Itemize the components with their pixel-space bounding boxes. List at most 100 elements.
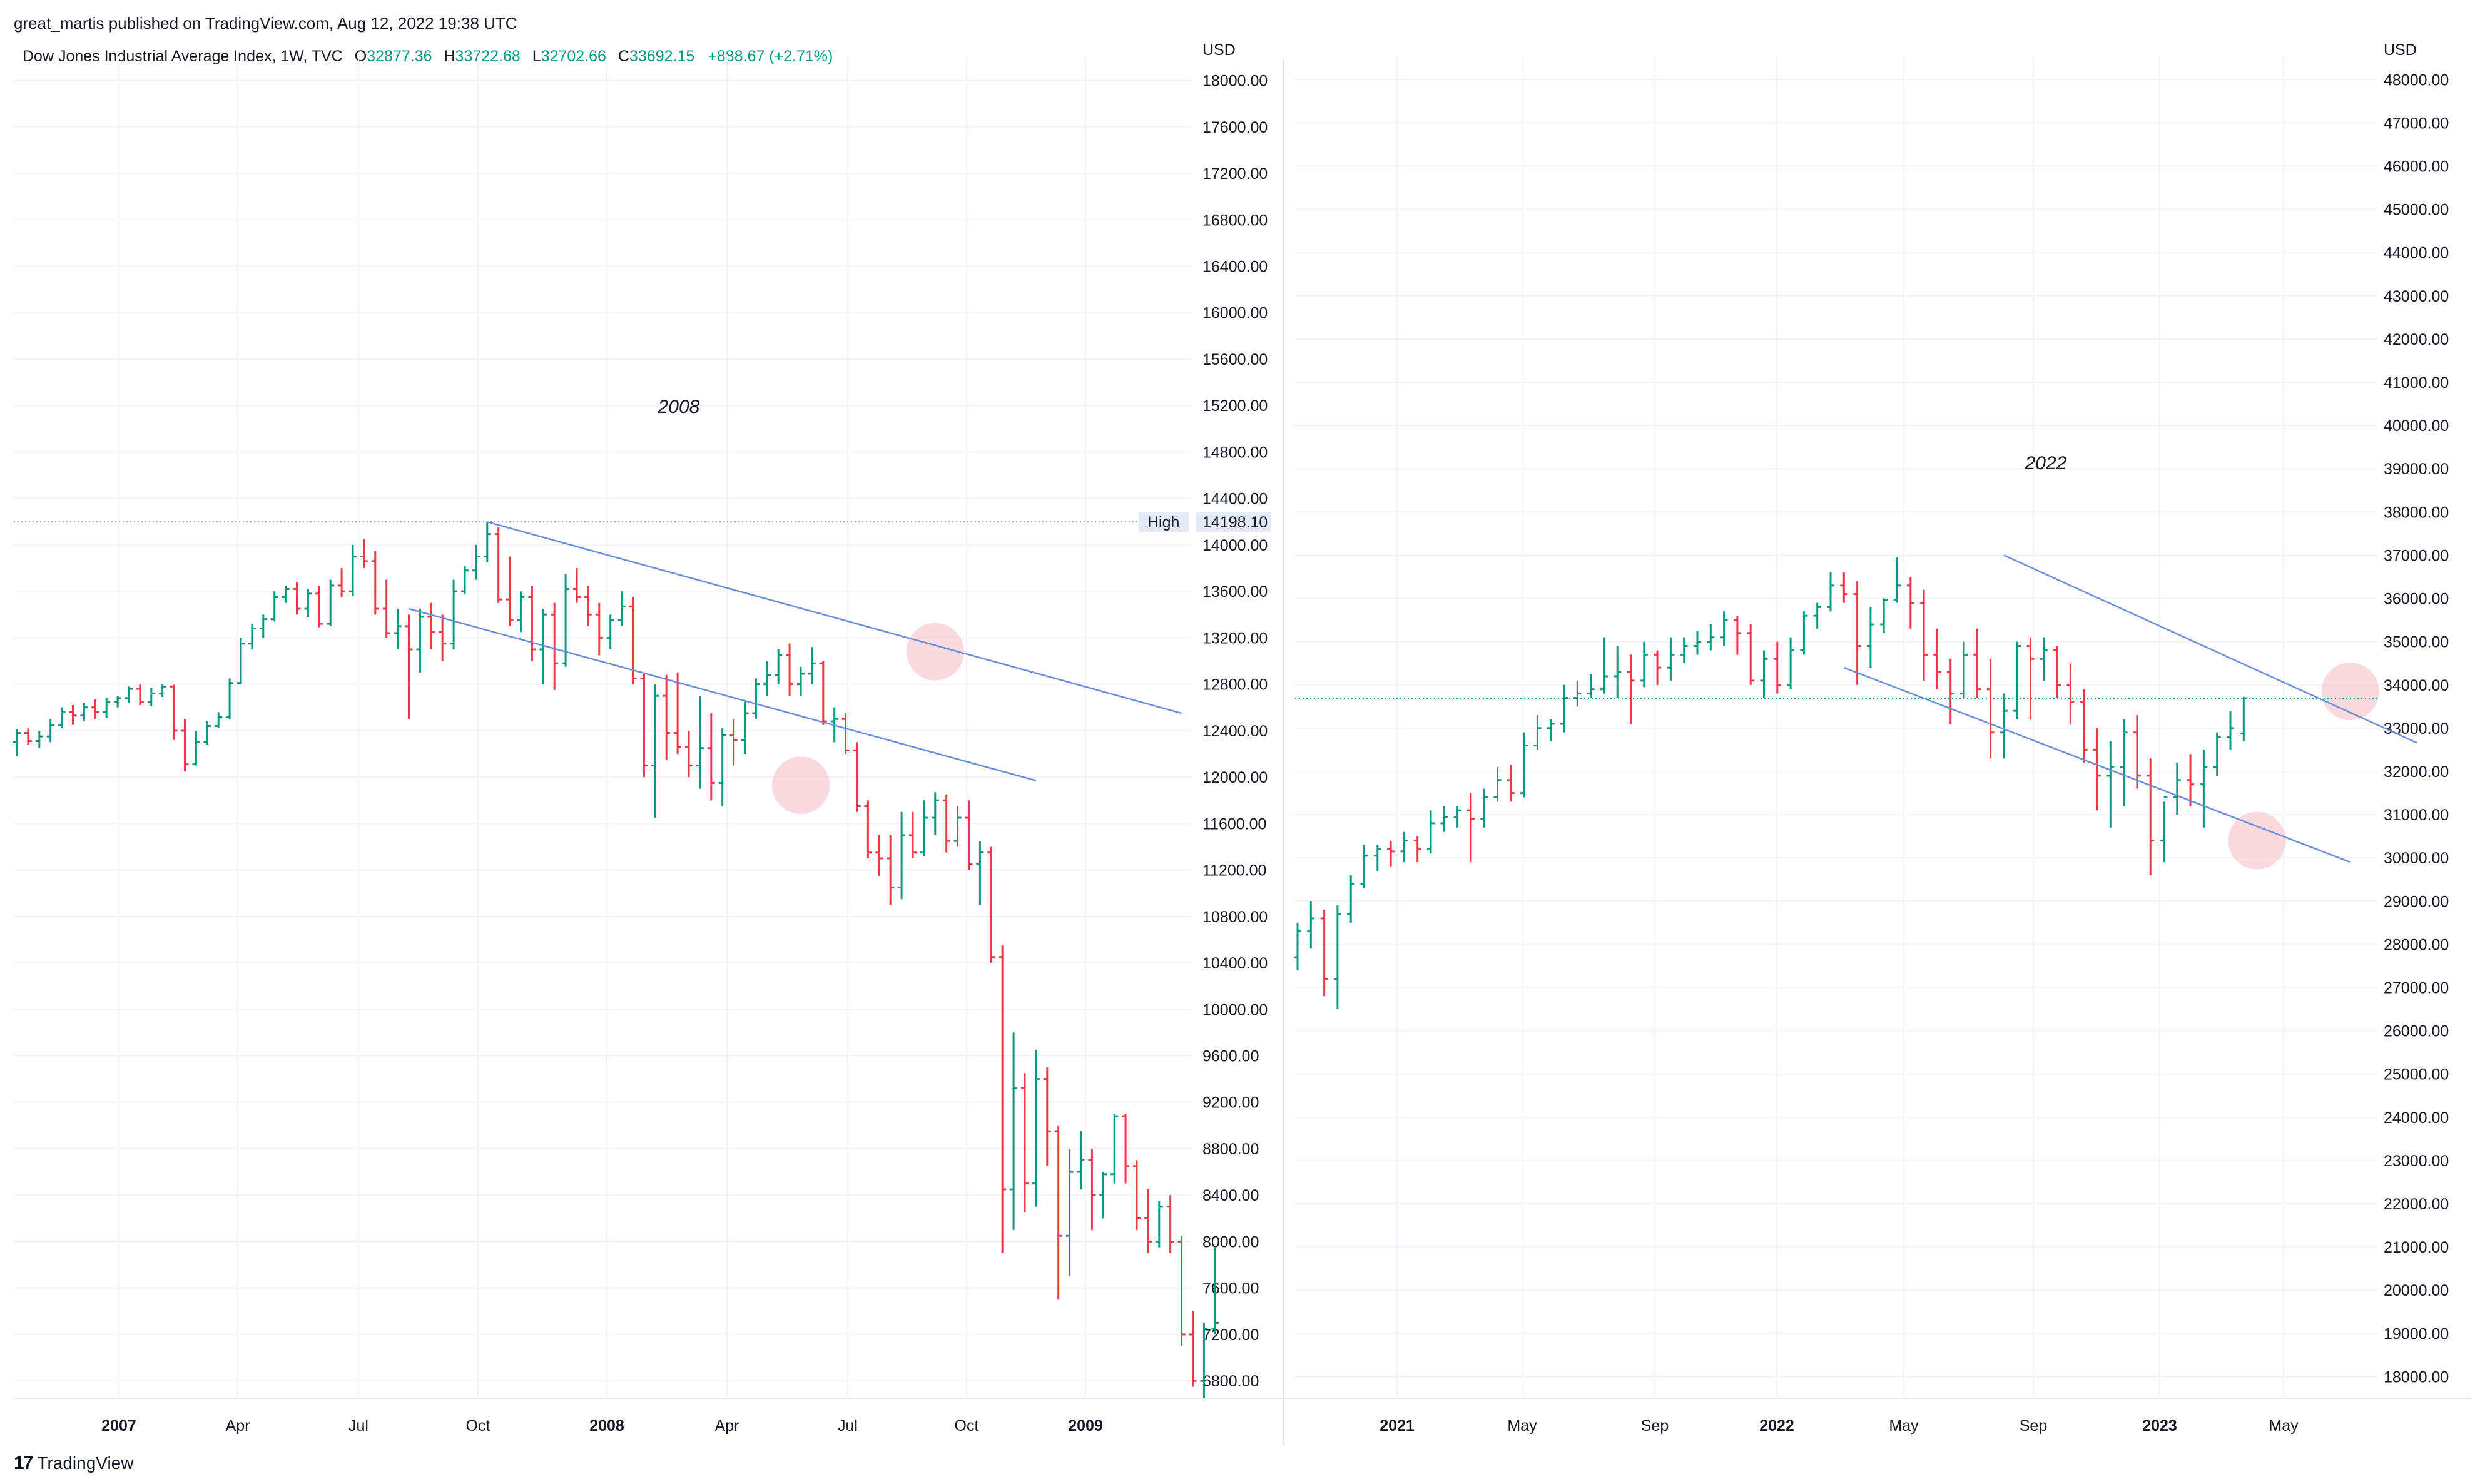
ohlc-bar	[1920, 589, 1928, 681]
ohlc-bar	[2053, 646, 2061, 698]
y-tick-label: 13200.00	[1202, 629, 1268, 647]
ohlc-bar	[2200, 750, 2208, 828]
ohlc-bar	[226, 678, 234, 719]
ohlc-bar	[1694, 631, 1701, 655]
ohlc-bar	[1773, 641, 1781, 694]
ohlc-bar	[1200, 1323, 1208, 1398]
ohlc-bar	[864, 800, 872, 859]
ohlc-bar	[1211, 1247, 1219, 1334]
ohlc-bar	[1986, 659, 1995, 759]
y-tick-label: 38000.00	[2384, 504, 2449, 521]
ohlc-bar	[349, 544, 357, 596]
ohlc-bar	[606, 614, 614, 649]
ohlc-bar	[1587, 674, 1595, 698]
ohlc-bar	[965, 800, 973, 870]
ohlc-bar	[1122, 1114, 1130, 1184]
ohlc-bar	[2173, 763, 2181, 815]
x-tick-label: Oct	[466, 1417, 490, 1435]
y-tick-label: 24000.00	[2384, 1109, 2449, 1127]
annotation-label: 2022	[2025, 453, 2067, 474]
ohlc-bar	[483, 522, 491, 562]
ohlc-bar	[439, 614, 447, 661]
close-label: C	[617, 48, 629, 65]
ohlc-bar	[1787, 637, 1795, 689]
x-tick-label: Sep	[2020, 1417, 2047, 1435]
y-tick-label: 11200.00	[1202, 862, 1266, 880]
ohlc-bar	[573, 568, 581, 603]
ohlc-bar	[999, 945, 1007, 1254]
ohlc-bar	[1733, 616, 1741, 655]
ohlc-bar	[315, 585, 323, 628]
ohlc-bar	[1440, 806, 1448, 832]
ohlc-bar	[987, 846, 995, 963]
ohlc-bar	[1893, 557, 1901, 603]
y-tick-label: 6800.00	[1202, 1373, 1259, 1390]
ohlc-bar	[494, 527, 502, 603]
high-label: High	[1147, 514, 1179, 531]
y-tick-label: 28000.00	[2384, 936, 2449, 953]
x-tick-label: May	[2269, 1417, 2299, 1435]
ohlc-bar	[1866, 607, 1874, 668]
ohlc-bar	[1627, 654, 1635, 724]
ohlc-bar	[1827, 572, 1834, 612]
ohlc-bar	[1166, 1195, 1174, 1254]
ohlc-bar	[595, 602, 603, 656]
y-tick-label: 45000.00	[2384, 201, 2449, 219]
ohlc-bar	[1493, 767, 1502, 802]
ohlc-bar	[663, 674, 671, 760]
ohlc-bar	[2080, 689, 2088, 763]
ohlc-bar	[1640, 641, 1648, 688]
y-tick-label: 42000.00	[2384, 331, 2449, 348]
ohlc-bar	[1747, 624, 1755, 685]
ohlc-bar	[2013, 641, 2021, 720]
y-tick-label: 23000.00	[2384, 1152, 2449, 1170]
change-value: +888.67 (+2.71%)	[708, 48, 833, 65]
y-tick-label: 17200.00	[1202, 165, 1268, 183]
ohlc-bar	[1654, 650, 1662, 685]
ohlc-bar	[685, 730, 693, 778]
y-tick-label: 14400.00	[1202, 490, 1268, 508]
y-tick-label: 9200.00	[1202, 1094, 1259, 1112]
y-tick-label: 22000.00	[2384, 1196, 2449, 1213]
y-tick-label: 17600.00	[1202, 119, 1268, 136]
ohlc-bar	[551, 602, 559, 690]
y-tick-label: 48000.00	[2384, 71, 2449, 89]
ohlc-bar	[1667, 637, 1675, 681]
x-tick-label: 2008	[589, 1417, 624, 1435]
ohlc-bar	[1960, 641, 1968, 698]
highlight-circle	[2321, 663, 2379, 721]
ohlc-bar	[1177, 1236, 1186, 1346]
ohlc-bar	[1054, 1125, 1062, 1300]
ohlc-bar	[909, 811, 917, 859]
ohlc-bar	[1110, 1114, 1119, 1184]
ohlc-bar	[1077, 1131, 1085, 1189]
ohlc-bar	[1099, 1172, 1107, 1219]
ohlc-bar	[920, 800, 928, 856]
ohlc-bar	[1065, 1148, 1074, 1277]
ohlc-bar	[1906, 576, 1914, 629]
ohlc-bar	[506, 556, 514, 626]
ohlc-bar	[2093, 728, 2101, 811]
ohlc-bar	[2066, 663, 2075, 724]
ohlc-bar	[841, 713, 850, 754]
ohlc-bar	[1333, 905, 1341, 1010]
trend-line-lower	[1843, 666, 2351, 863]
ohlc-bar	[270, 591, 278, 622]
ohlc-bar	[304, 589, 312, 617]
ohlc-bar	[461, 566, 469, 594]
ohlc-bar	[69, 705, 77, 725]
y-tick-label: 32000.00	[2384, 763, 2449, 781]
y-tick-label: 21000.00	[2384, 1239, 2449, 1256]
y-tick-label: 9600.00	[1202, 1048, 1259, 1065]
ohlc-bar	[942, 794, 950, 853]
ohlc-bar	[248, 624, 256, 649]
tradingview-logo-mark: 17	[14, 1453, 33, 1473]
ohlc-bar	[741, 701, 749, 754]
ohlc-bar	[2187, 754, 2195, 806]
tradingview-logo[interactable]: 17 TradingView	[14, 1453, 133, 1474]
ohlc-bar	[181, 719, 189, 771]
ohlc-bar	[427, 602, 435, 649]
ohlc-bar	[696, 696, 704, 789]
y-tick-label: 8800.00	[1202, 1141, 1259, 1158]
